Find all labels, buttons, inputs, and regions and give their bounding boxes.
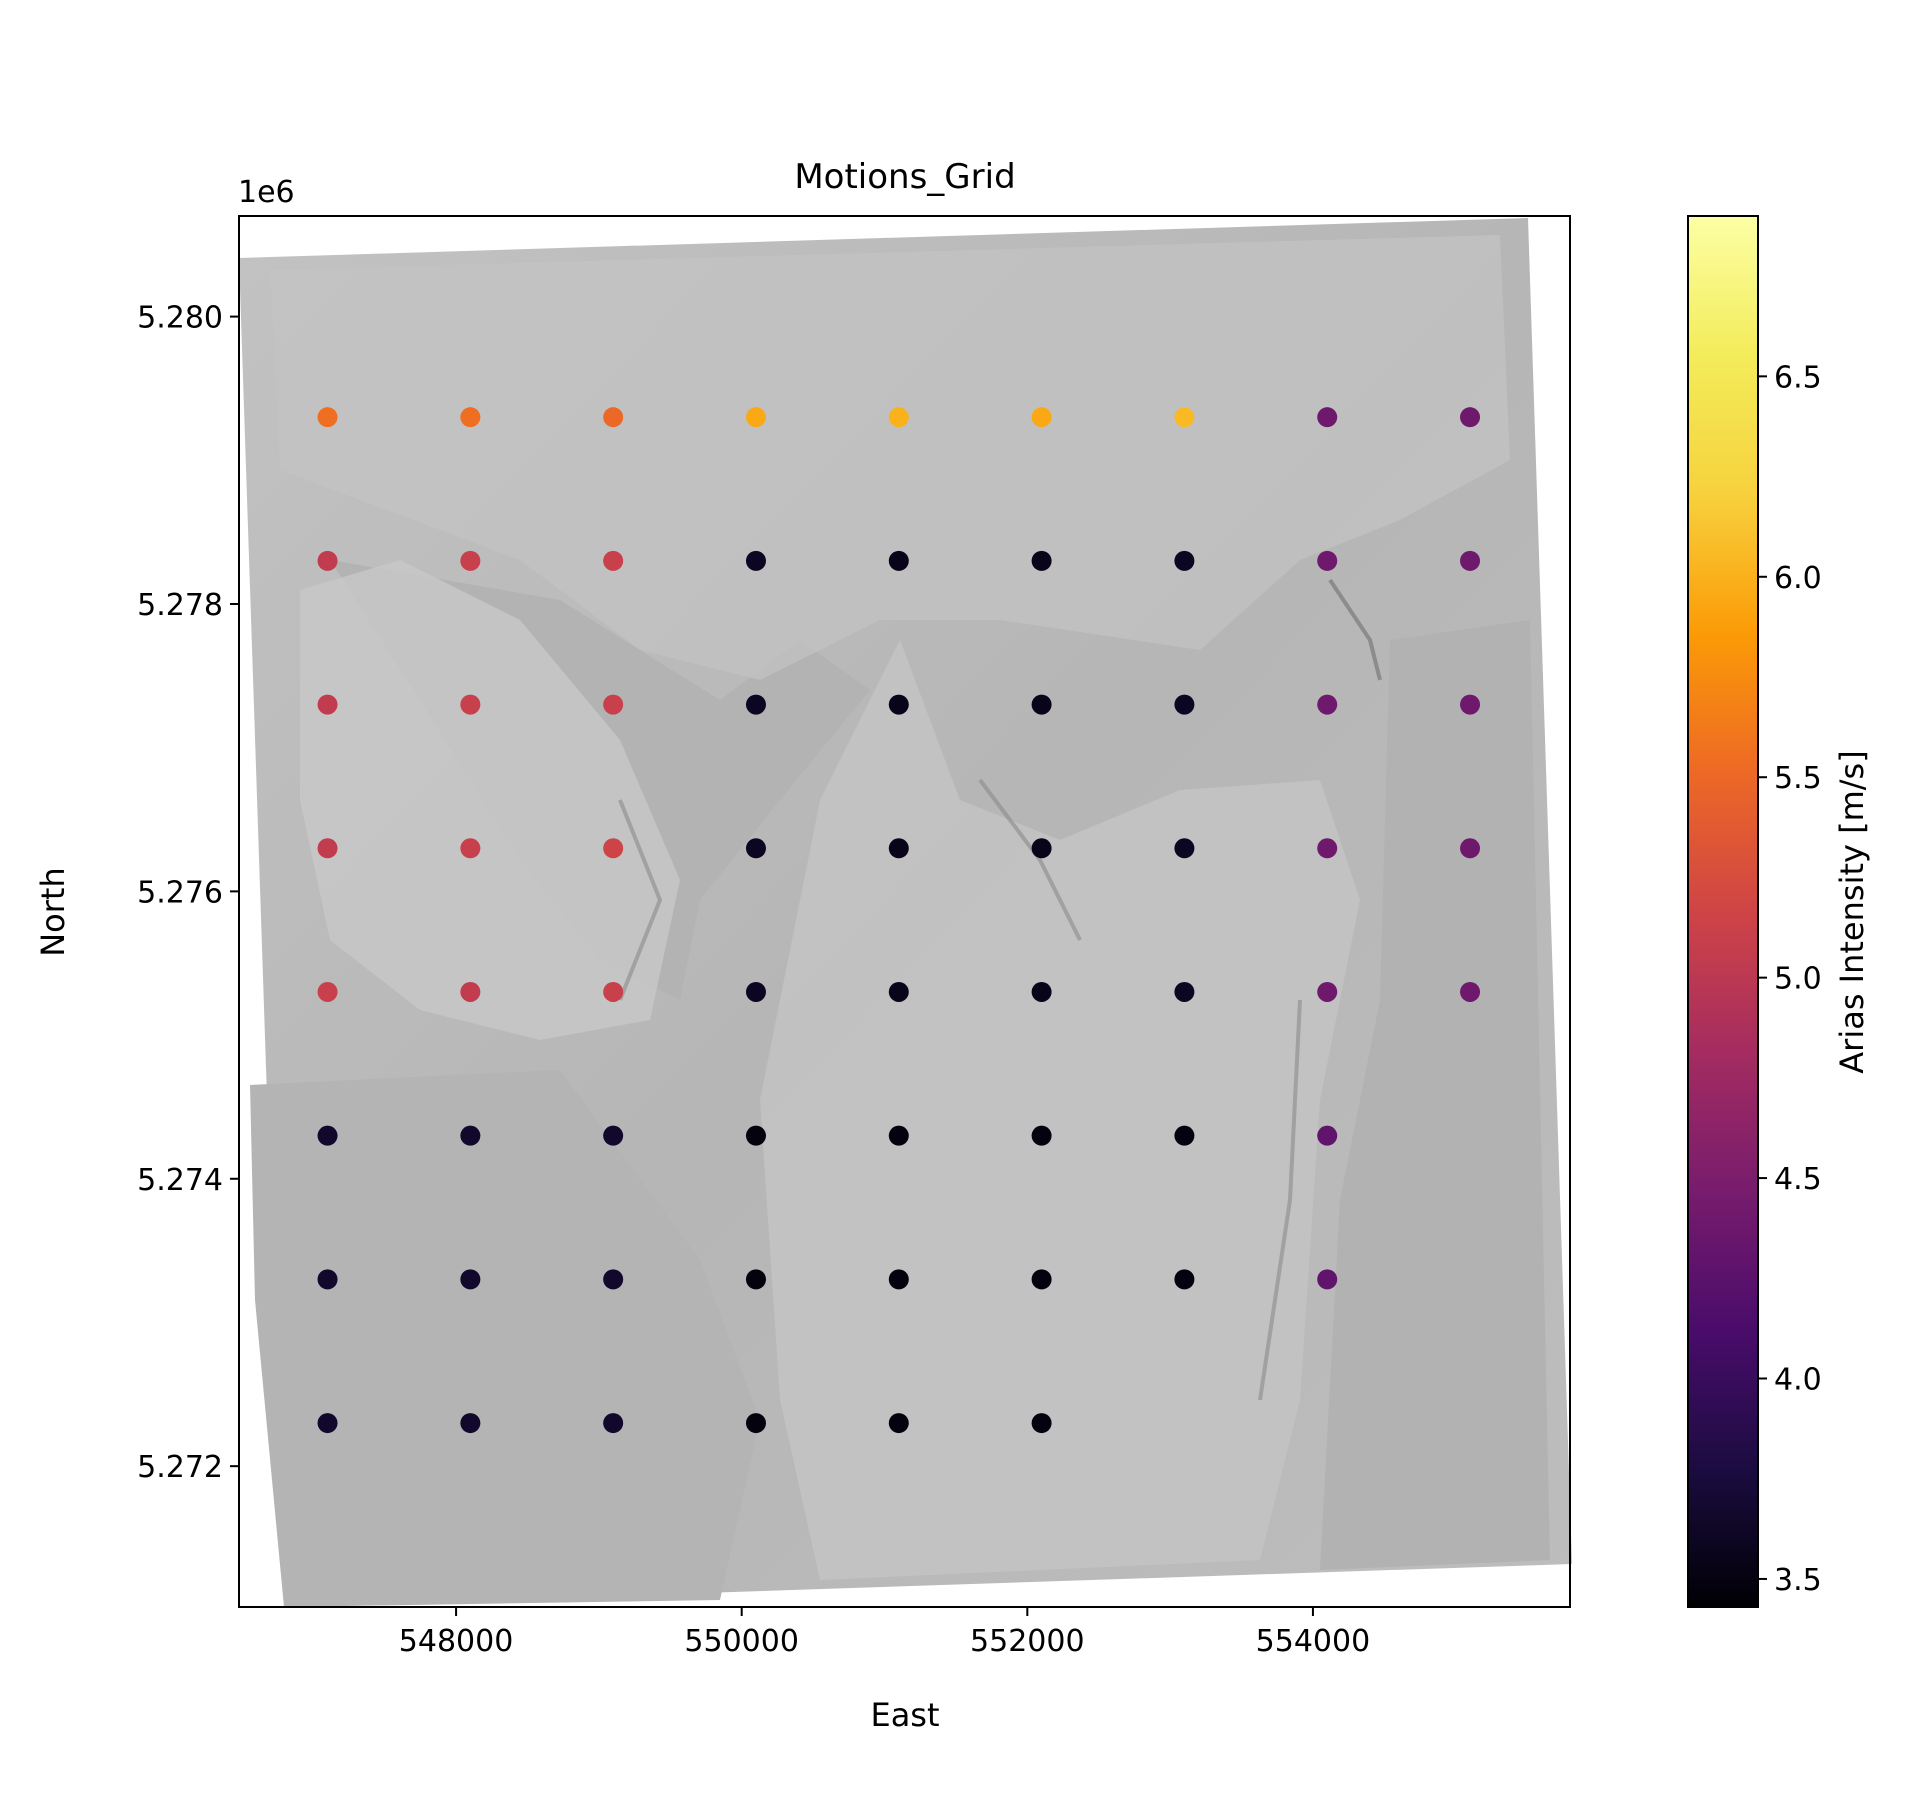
grid-point — [888, 1125, 909, 1146]
grid-point — [745, 838, 766, 859]
grid-point — [1174, 981, 1195, 1002]
grid-point — [1317, 981, 1338, 1002]
x-tick-label: 548000 — [399, 1624, 514, 1659]
grid-point — [317, 694, 338, 715]
grid-point — [1174, 407, 1195, 428]
y-tick-label: 5.274 — [137, 1163, 223, 1198]
y-tick-label: 5.278 — [137, 588, 223, 623]
grid-point — [1460, 981, 1481, 1002]
colorbar-tick-label: 3.5 — [1774, 1563, 1822, 1598]
colorbar-tick-label: 4.0 — [1774, 1363, 1822, 1398]
grid-point — [603, 407, 624, 428]
grid-point — [745, 981, 766, 1002]
grid-point — [745, 1125, 766, 1146]
grid-point — [1317, 694, 1338, 715]
grid-point — [888, 1413, 909, 1434]
grid-point — [1031, 1269, 1052, 1290]
grid-point — [603, 1413, 624, 1434]
grid-point — [1031, 550, 1052, 571]
x-axis-ticks: 548000 550000 552000 554000 — [399, 1607, 1370, 1659]
y-axis-ticks: 5.272 5.274 5.276 5.278 5.280 — [137, 301, 239, 1485]
grid-point — [888, 981, 909, 1002]
grid-point — [1031, 1125, 1052, 1146]
grid-point — [1317, 407, 1338, 428]
grid-point — [1317, 1269, 1338, 1290]
grid-point — [460, 694, 481, 715]
grid-point — [1317, 550, 1338, 571]
grid-point — [1031, 981, 1052, 1002]
colorbar-tick-label: 4.5 — [1774, 1162, 1822, 1197]
grid-point — [1460, 838, 1481, 859]
chart-title: Motions_Grid — [794, 157, 1015, 197]
grid-point — [1031, 1413, 1052, 1434]
grid-point — [603, 1269, 624, 1290]
colorbar-label: Arias Intensity [m/s] — [1833, 750, 1871, 1073]
grid-point — [317, 550, 338, 571]
colorbar-tick-label: 5.0 — [1774, 962, 1822, 997]
axes-frame — [238, 215, 1571, 1608]
grid-point — [888, 838, 909, 859]
x-axis-label: East — [870, 1696, 939, 1734]
colorbar-scale — [1687, 215, 1759, 1608]
grid-point — [888, 407, 909, 428]
colorbar-tick-label: 5.5 — [1774, 761, 1822, 796]
y-axis-label: North — [34, 867, 72, 957]
grid-point — [1460, 550, 1481, 571]
grid-point — [888, 694, 909, 715]
grid-point — [1174, 838, 1195, 859]
grid-point — [317, 407, 338, 428]
grid-point — [1031, 694, 1052, 715]
grid-point — [460, 1413, 481, 1434]
y-tick-label: 5.280 — [137, 301, 223, 336]
grid-point — [317, 1125, 338, 1146]
grid-point — [603, 981, 624, 1002]
grid-point — [460, 407, 481, 428]
grid-point — [603, 838, 624, 859]
grid-point — [1031, 838, 1052, 859]
terrain-hillshade-map — [239, 218, 1572, 1607]
grid-point — [1174, 1269, 1195, 1290]
grid-point — [1317, 838, 1338, 859]
grid-point — [1460, 694, 1481, 715]
x-tick-label: 554000 — [1256, 1624, 1371, 1659]
grid-point — [1174, 1125, 1195, 1146]
grid-point — [460, 838, 481, 859]
x-tick-label: 552000 — [970, 1624, 1085, 1659]
colorbar: 3.5 4.0 4.5 5.0 5.5 6.0 6.5 Arias Intensity [m… — [1687, 215, 1871, 1608]
grid-point — [745, 1269, 766, 1290]
colorbar-tick-label: 6.0 — [1774, 561, 1822, 596]
grid-point — [745, 1413, 766, 1434]
grid-point — [1174, 550, 1195, 571]
y-offset-label: 1e6 — [238, 175, 295, 210]
grid-point — [317, 981, 338, 1002]
grid-point — [745, 407, 766, 428]
grid-point — [460, 1125, 481, 1146]
grid-point — [1031, 407, 1052, 428]
grid-point — [317, 838, 338, 859]
scatter-points — [317, 407, 1481, 1434]
grid-point — [1460, 407, 1481, 428]
grid-point — [888, 550, 909, 571]
y-tick-label: 5.276 — [137, 875, 223, 910]
grid-point — [603, 550, 624, 571]
grid-point — [460, 1269, 481, 1290]
y-tick-label: 5.272 — [137, 1450, 223, 1485]
grid-point — [603, 1125, 624, 1146]
grid-point — [888, 1269, 909, 1290]
colorbar-ticks: 3.5 4.0 4.5 5.0 5.5 6.0 6.5 — [1758, 360, 1822, 1598]
plot-area — [238, 215, 1572, 1608]
grid-point — [745, 694, 766, 715]
grid-point — [1174, 694, 1195, 715]
grid-point — [603, 694, 624, 715]
grid-point — [317, 1413, 338, 1434]
colorbar-tick-label: 6.5 — [1774, 360, 1822, 395]
grid-point — [460, 550, 481, 571]
grid-point — [1317, 1125, 1338, 1146]
x-tick-label: 550000 — [684, 1624, 799, 1659]
grid-point — [460, 981, 481, 1002]
grid-point — [317, 1269, 338, 1290]
grid-point — [745, 550, 766, 571]
